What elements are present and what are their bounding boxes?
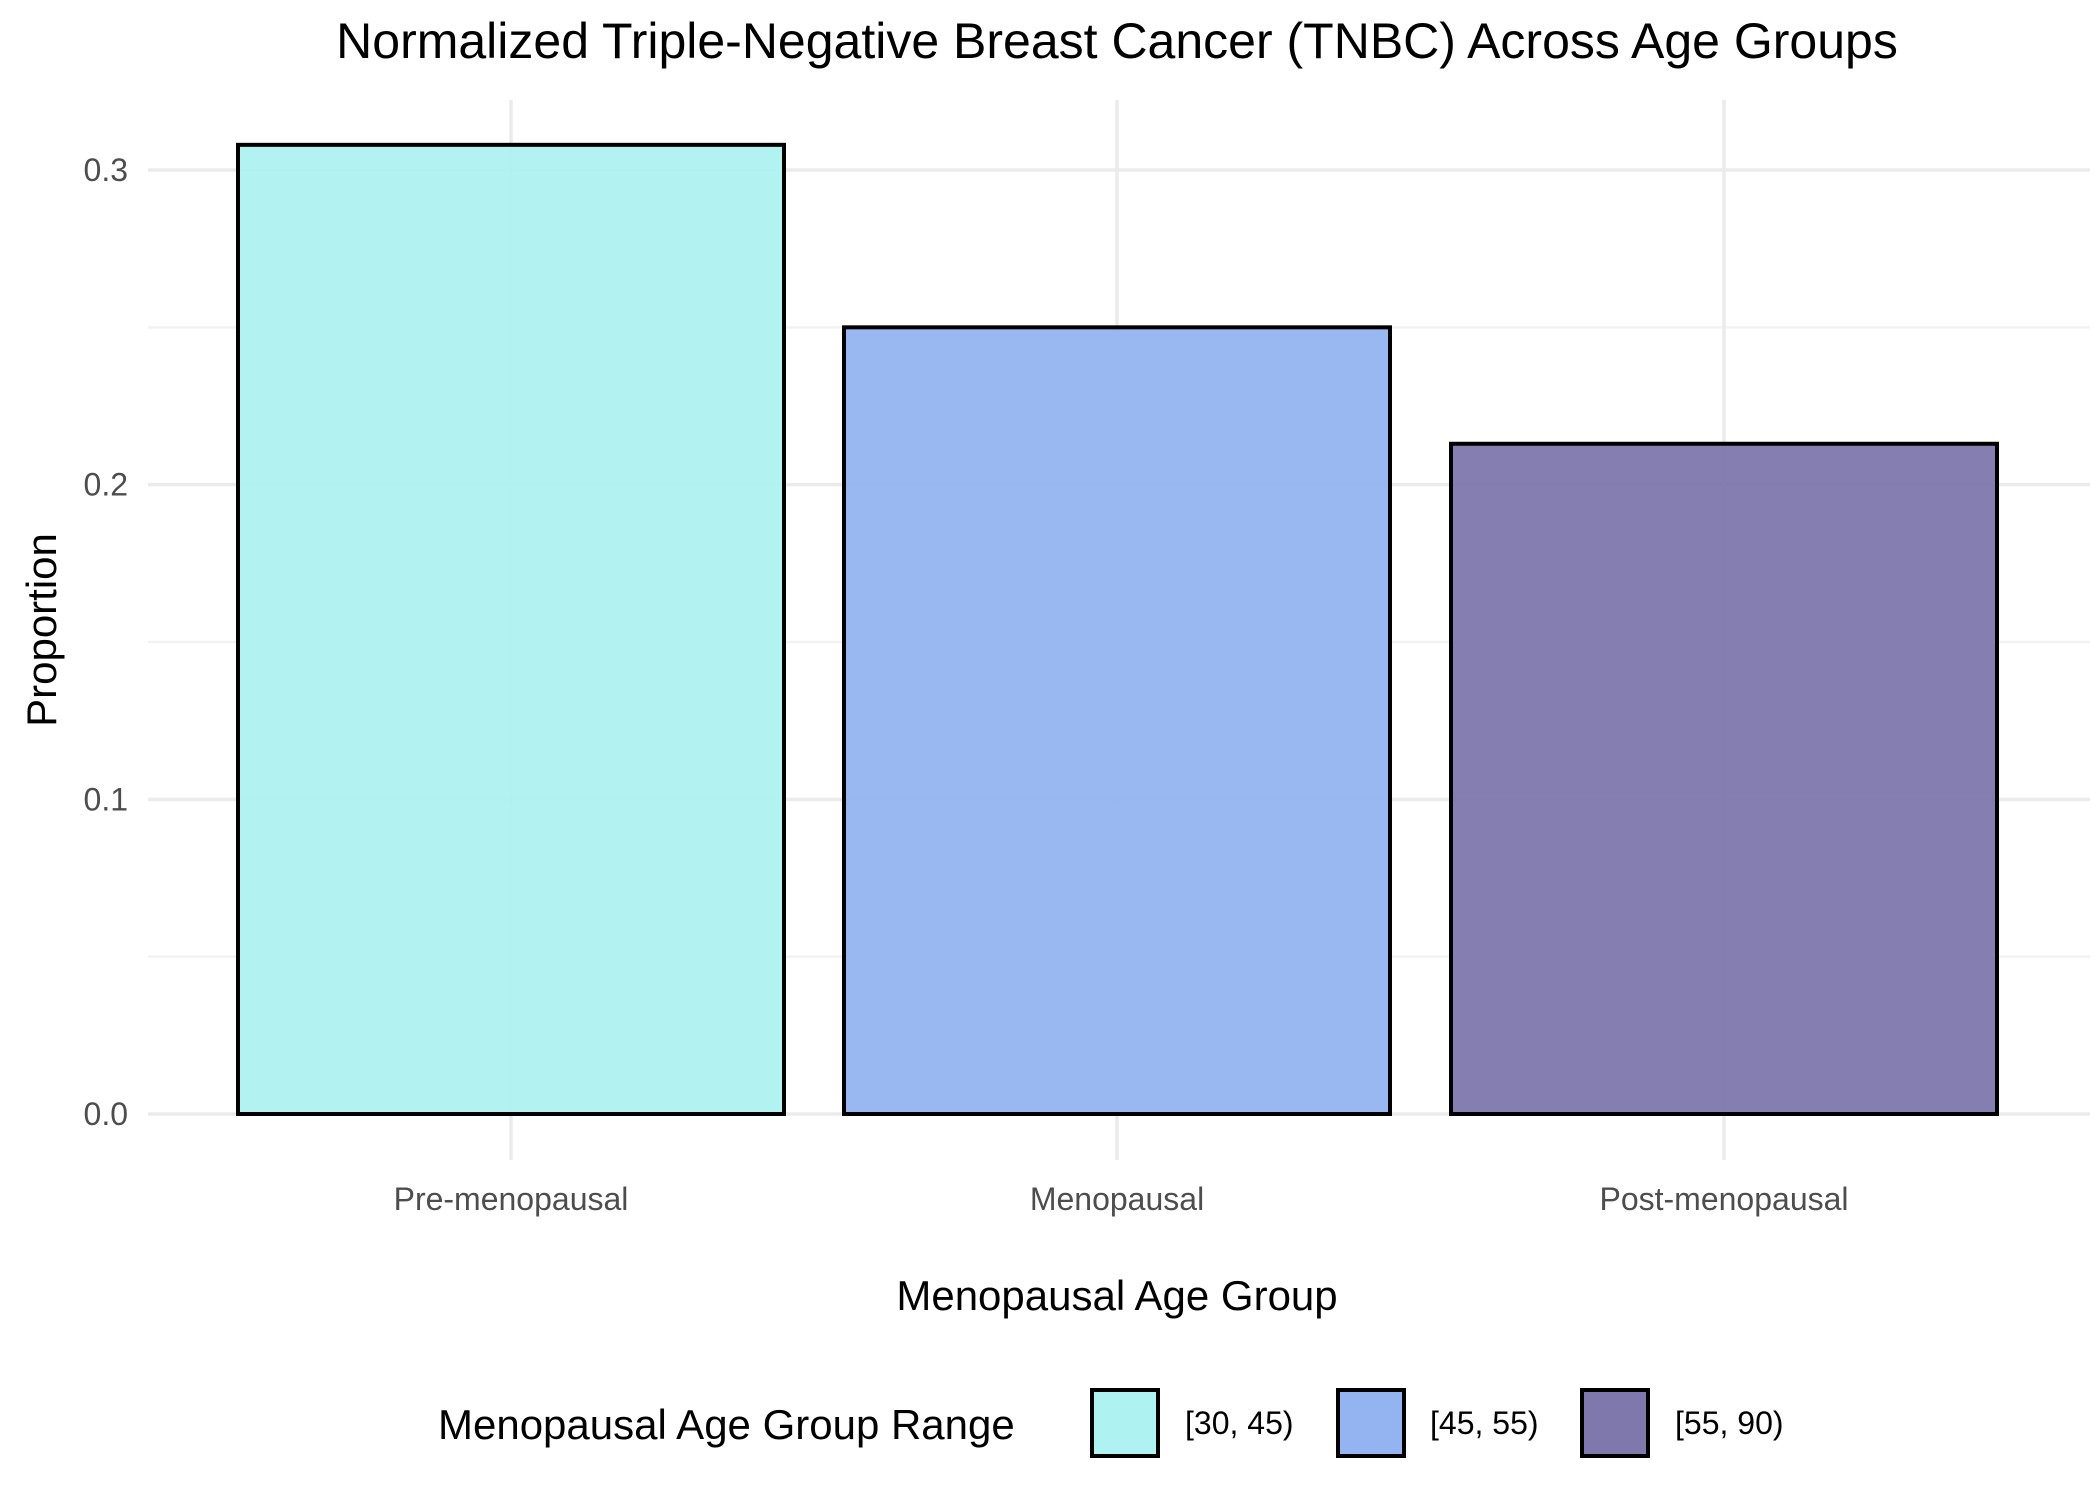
x-tick-label: Post-menopausal	[1599, 1181, 1848, 1217]
y-tick-label: 0.3	[84, 152, 128, 188]
legend: Menopausal Age Group Range [30, 45) [45, …	[438, 1388, 1784, 1458]
bar-menopausal	[842, 325, 1392, 1117]
x-tick-label: Menopausal	[1030, 1181, 1204, 1217]
legend-label: [45, 55)	[1430, 1405, 1539, 1441]
bar-pre-menopausal	[236, 142, 786, 1116]
bar-post-menopausal	[1449, 441, 1999, 1116]
legend-label: [30, 45)	[1185, 1405, 1294, 1441]
legend-title: Menopausal Age Group Range	[438, 1401, 1015, 1448]
bars	[236, 142, 1999, 1117]
legend-items: [30, 45) [45, 55) [55, 90)	[1090, 1388, 1784, 1458]
x-axis-ticks: Pre-menopausal Menopausal Post-menopausal	[394, 1181, 1849, 1217]
y-axis-title: Proportion	[18, 533, 65, 727]
legend-label: [55, 90)	[1675, 1405, 1784, 1441]
y-tick-label: 0.2	[84, 467, 128, 503]
legend-key	[1336, 1388, 1406, 1458]
legend-key	[1090, 1388, 1160, 1458]
legend-key	[1580, 1388, 1650, 1458]
x-tick-label: Pre-menopausal	[394, 1181, 629, 1217]
chart-title: Normalized Triple-Negative Breast Cancer…	[336, 13, 1898, 69]
y-tick-label: 0.1	[84, 781, 128, 817]
y-tick-label: 0.0	[84, 1096, 128, 1132]
x-axis-title: Menopausal Age Group	[896, 1272, 1337, 1319]
y-axis-ticks: 0.0 0.1 0.2 0.3	[84, 152, 128, 1132]
